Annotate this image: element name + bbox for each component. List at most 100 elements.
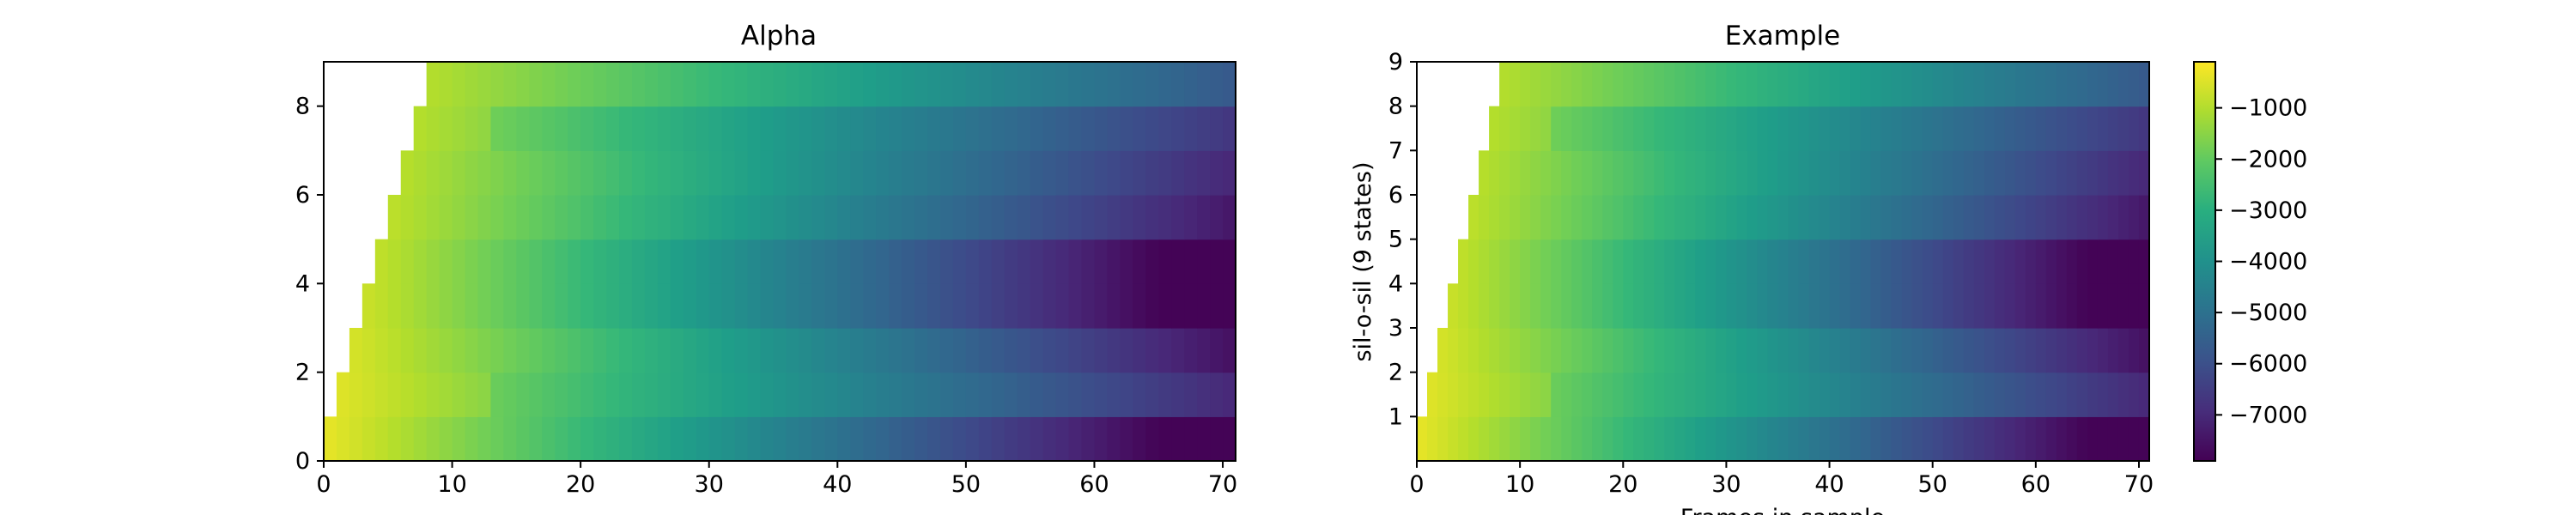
heatmap-cell [1499,239,1510,284]
heatmap-cell [2107,150,2119,196]
heatmap-cell [1602,195,1613,240]
y-tick-label: 9 [1388,49,1403,76]
heatmap-cell [1674,62,1686,107]
heatmap-cell [927,372,941,417]
heatmap-cell [477,195,492,240]
heatmap-cell [799,328,812,373]
heatmap-cell [2045,150,2057,196]
heatmap-cell [374,372,389,417]
heatmap-cell [1788,372,1800,417]
heatmap-cell [606,328,620,373]
heatmap-cell [1479,195,1490,240]
example-heatmap [1417,62,2150,462]
heatmap-cell [1551,150,1562,196]
heatmap-cell [876,283,890,329]
heatmap-cell [1850,106,1862,151]
heatmap-cell [1757,195,1769,240]
heatmap-cell [568,62,581,107]
heatmap-cell [1870,328,1882,373]
heatmap-cell [683,106,697,151]
heatmap-cell [1158,239,1172,284]
heatmap-cell [503,283,517,329]
heatmap-cell [1788,328,1800,373]
heatmap-cell [2128,239,2140,284]
heatmap-cell [850,106,864,151]
heatmap-cell [1716,195,1728,240]
heatmap-cell [1716,283,1728,329]
alpha-x-axis: 0 10 20 30 40 50 60 70 [316,461,1237,498]
heatmap-cell [1120,150,1133,196]
heatmap-cell [1664,106,1675,151]
heatmap-cell [2087,106,2099,151]
heatmap-cell [927,416,941,462]
heatmap-cell [1860,239,1872,284]
heatmap-cell [991,283,1005,329]
alpha-panel: Alpha 0 10 20 30 40 50 60 70 0 2 4 6 8 [295,21,1237,498]
heatmap-cell [1808,328,1820,373]
colorbar-tick-label: −1000 [2229,95,2307,122]
heatmap-cell [2066,328,2078,373]
heatmap-cell [1145,195,1159,240]
heatmap-cell [387,328,402,373]
heatmap-cell [721,283,736,329]
heatmap-cell [1973,239,1985,284]
heatmap-cell [1654,195,1665,240]
heatmap-cell [1561,283,1572,329]
heatmap-cell [1184,416,1198,462]
heatmap-cell [2045,416,2057,462]
heatmap-cell [721,328,736,373]
heatmap-cell [1654,150,1665,196]
x-tick-label: 10 [1505,471,1534,498]
heatmap-cell [1984,106,1996,151]
heatmap-cell [426,239,440,284]
heatmap-cell [1510,195,1521,240]
heatmap-cell [721,195,736,240]
heatmap-cell [413,239,428,284]
heatmap-cell [1860,328,1872,373]
heatmap-cell [503,416,517,462]
heatmap-cell [1984,239,1996,284]
heatmap-cell [1458,372,1469,417]
heatmap-cell [1747,416,1759,462]
heatmap-cell [1798,195,1810,240]
heatmap-cell [2087,328,2099,373]
heatmap-cell [670,283,684,329]
heatmap-cell [413,106,428,151]
heatmap-cell [863,239,877,284]
heatmap-cell [1520,239,1531,284]
heatmap-cell [426,372,440,417]
heatmap-cell [1819,372,1831,417]
heatmap-cell [1582,195,1593,240]
heatmap-cell [555,195,568,240]
heatmap-cell [1602,239,1613,284]
heatmap-cell [1726,416,1738,462]
heatmap-cell [503,328,517,373]
heatmap-cell [1055,283,1070,329]
heatmap-cell [361,328,376,373]
heatmap-cell [1133,106,1146,151]
heatmap-cell [876,106,890,151]
x-tick-label: 30 [695,471,724,498]
heatmap-cell [1932,416,1944,462]
heatmap-cell [1808,372,1820,417]
heatmap-cell [1571,283,1583,329]
heatmap-cell [1551,239,1562,284]
heatmap-cell [657,372,671,417]
heatmap-cell [1030,239,1044,284]
y-tick-label: 7 [1388,137,1403,164]
heatmap-cell [1081,62,1096,107]
heatmap-cell [2025,195,2037,240]
heatmap-cell [1210,372,1224,417]
heatmap-cell [477,372,492,417]
heatmap-cell [2004,62,2016,107]
heatmap-cell [1499,328,1510,373]
heatmap-cell [1145,62,1159,107]
heatmap-cell [1716,328,1728,373]
heatmap-cell [477,150,492,196]
heatmap-cell [1736,372,1748,417]
heatmap-cell [465,416,479,462]
heatmap-cell [1623,106,1634,151]
heatmap-cell [2014,239,2026,284]
heatmap-cell [1197,416,1211,462]
heatmap-cell [1145,106,1159,151]
